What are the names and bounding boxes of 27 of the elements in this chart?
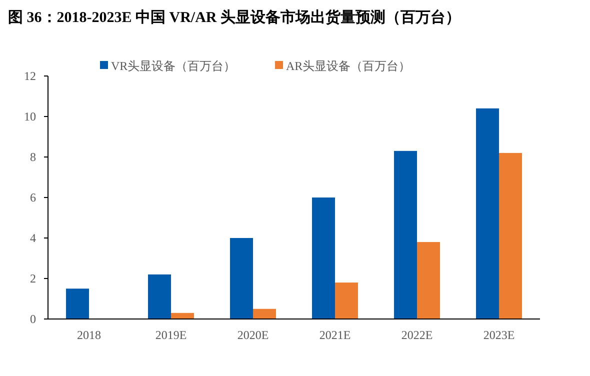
y-tick-label: 4 xyxy=(30,231,36,245)
bar xyxy=(312,198,335,319)
bar xyxy=(394,150,417,319)
bar xyxy=(417,242,440,319)
y-tick-label: 12 xyxy=(24,69,36,83)
bar xyxy=(230,238,253,319)
x-tick-label: 2018 xyxy=(77,328,101,342)
y-tick-label: 6 xyxy=(30,190,36,204)
x-tick-label: 2019E xyxy=(155,328,187,342)
bar xyxy=(148,274,171,319)
y-tick-label: 8 xyxy=(30,150,36,164)
bar xyxy=(171,312,194,319)
x-tick-label: 2020E xyxy=(237,328,269,342)
bar xyxy=(476,108,499,319)
chart-title: 图 36：2018-2023E 中国 VR/AR 头显设备市场出货量预测（百万台） xyxy=(8,8,460,26)
bar xyxy=(335,282,358,319)
x-tick-label: 2023E xyxy=(483,328,515,342)
bar xyxy=(66,288,89,319)
bar xyxy=(499,152,522,319)
legend-label: VR头显设备（百万台） xyxy=(111,59,236,73)
legend-label: AR头显设备（百万台） xyxy=(286,59,411,73)
x-tick-label: 2022E xyxy=(401,328,433,342)
x-tick-label: 2021E xyxy=(319,328,351,342)
bar xyxy=(253,308,276,319)
y-tick-label: 2 xyxy=(30,272,36,286)
y-tick-label: 10 xyxy=(24,110,36,124)
y-tick-label: 0 xyxy=(30,312,36,326)
